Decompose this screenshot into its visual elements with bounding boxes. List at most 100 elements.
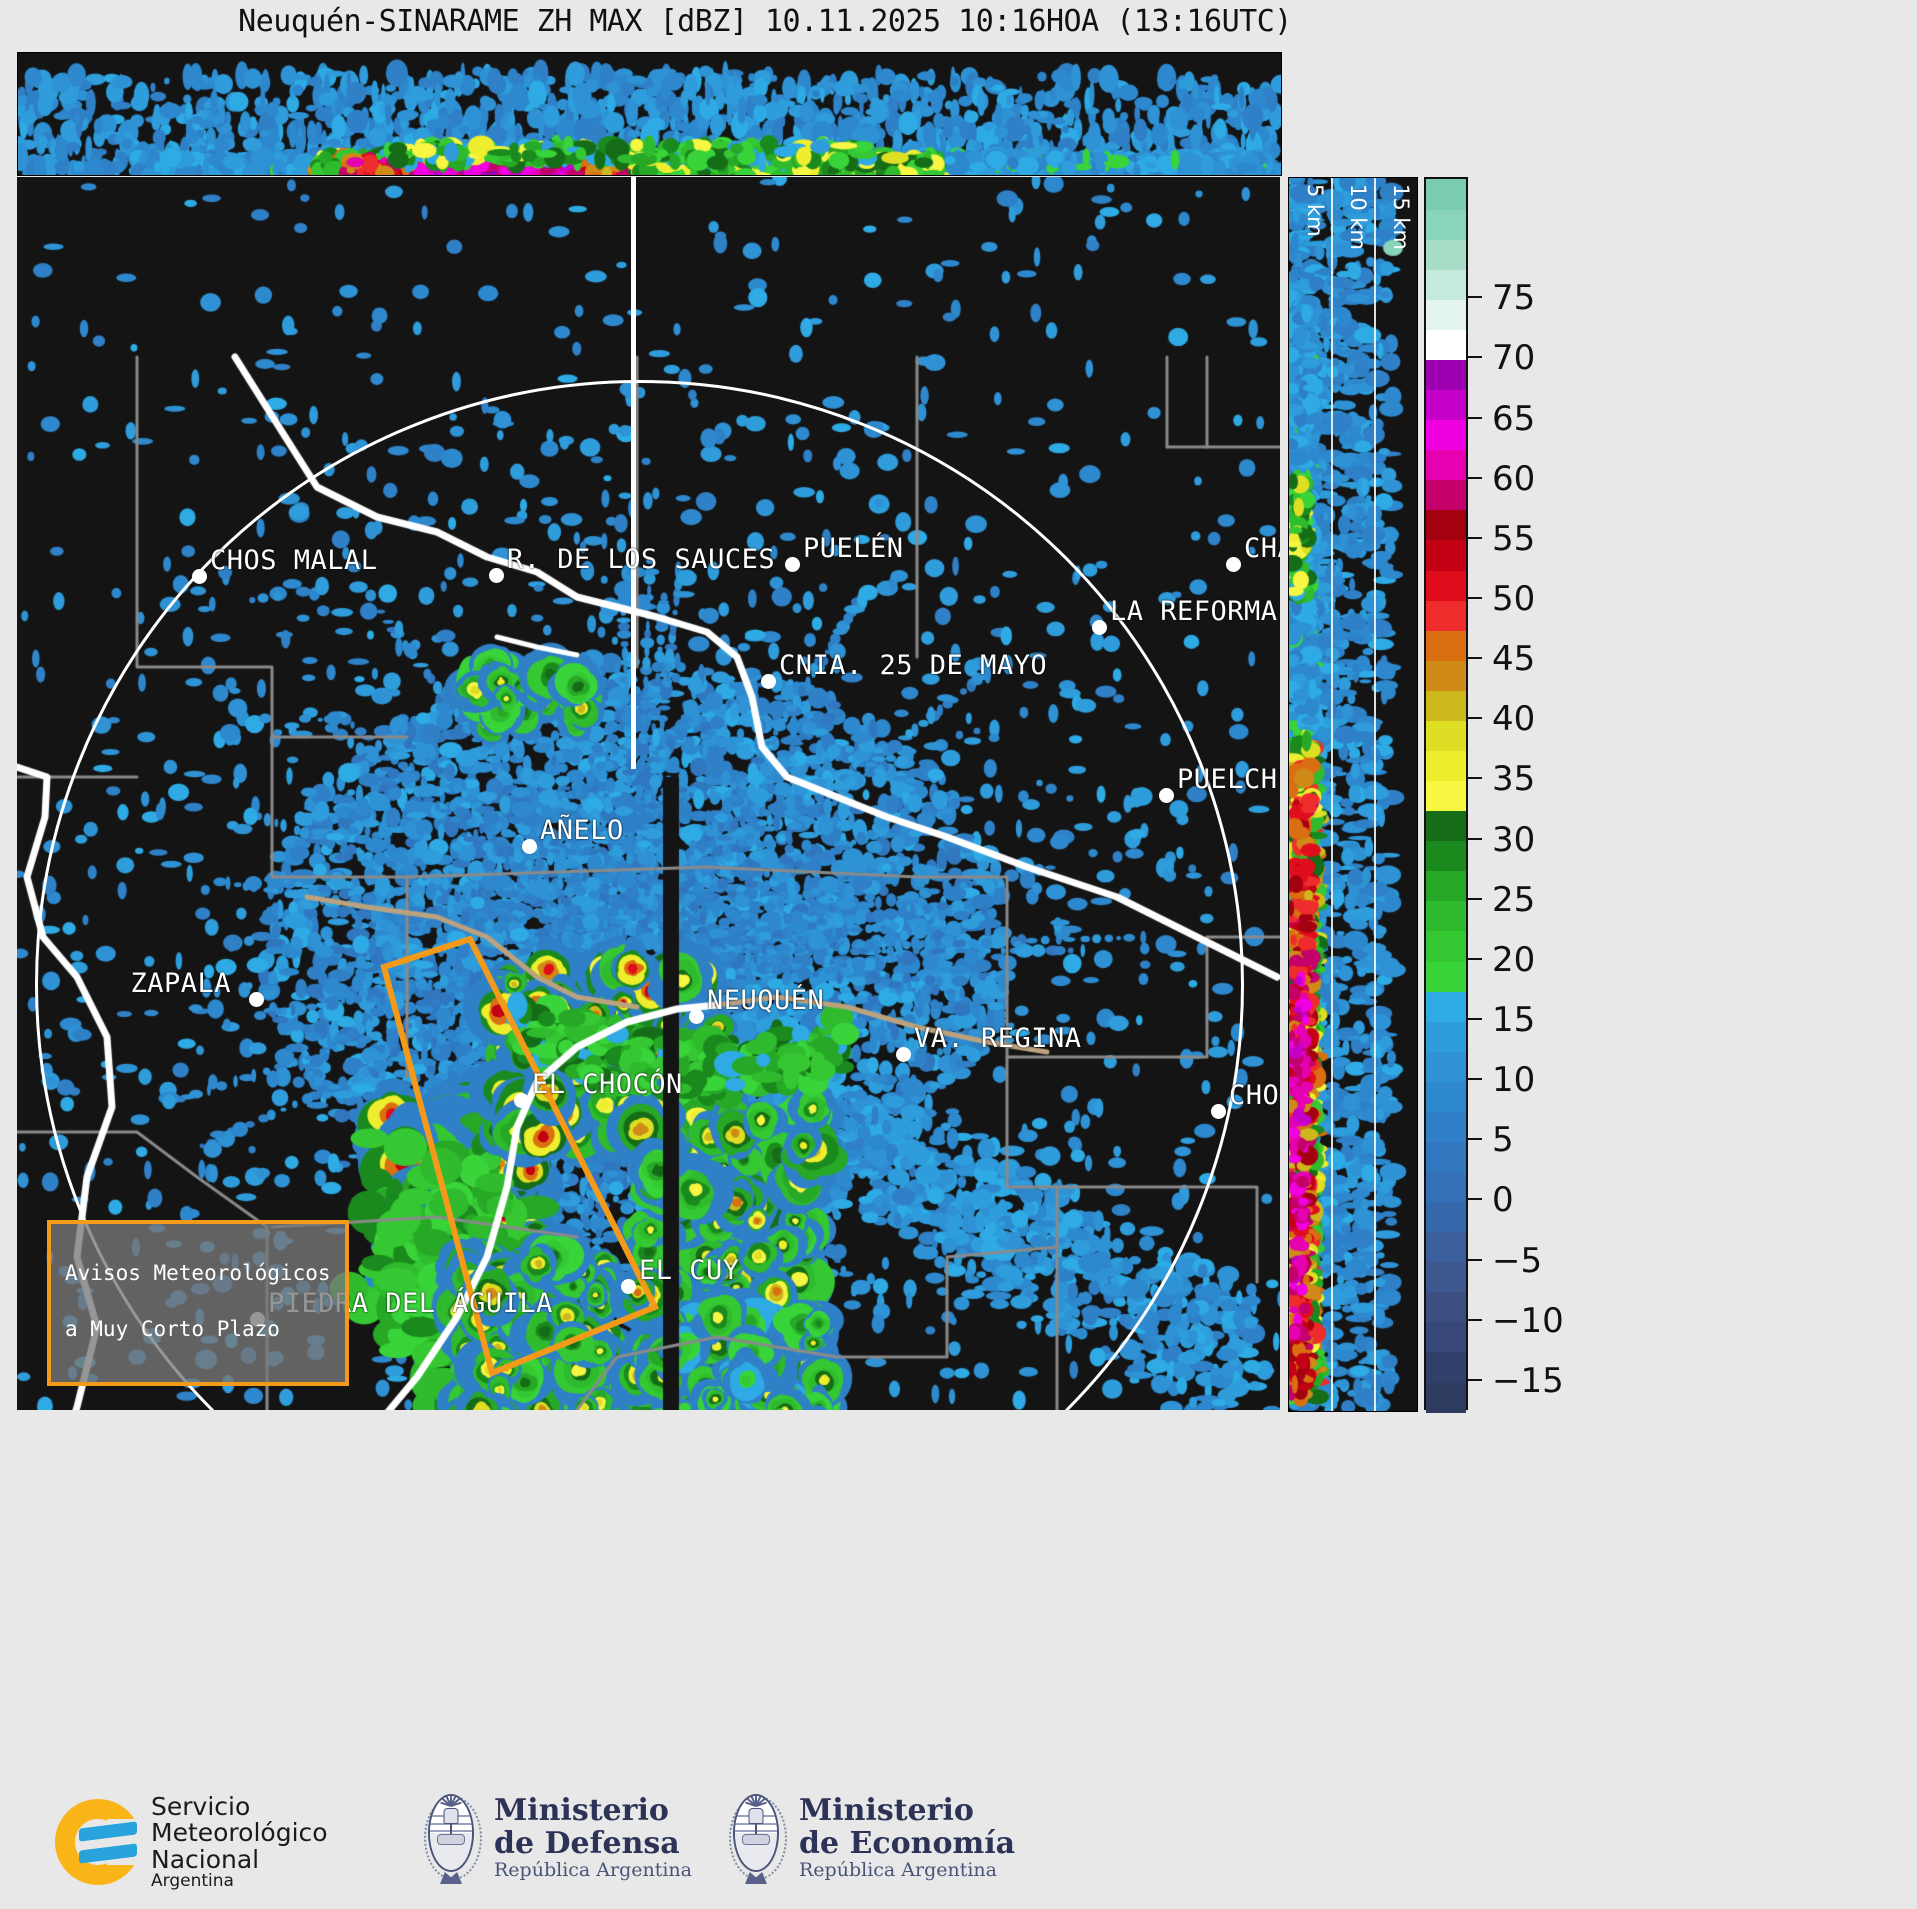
colorbar-tick-label: 25 [1492,879,1536,920]
city-dot [514,1093,529,1108]
colorbar-tick-label: 55 [1492,518,1536,559]
height-gridline-10km-v [1374,178,1376,1411]
colorbar-segment [1426,389,1466,421]
smn-line4: Argentina [151,1870,234,1891]
colorbar-tick-label: 15 [1492,1000,1536,1041]
colorbar-segment [1426,479,1466,511]
colorbar-segment [1426,900,1466,932]
smn-line2: Meteorológico [151,1818,328,1848]
argentina-coat-of-arms-icon [420,1792,482,1884]
city-dot [1211,1104,1226,1119]
colorbar-segment [1426,1261,1466,1293]
smn-line3: Nacional [151,1844,260,1874]
city-dot [522,839,537,854]
colorbar-tick-mark [1468,1138,1482,1141]
colorbar-segment [1426,840,1466,872]
city-label: CHOELE [1229,1080,1280,1111]
colorbar-segment [1426,539,1466,571]
colorbar-segment [1426,179,1466,210]
colorbar-segment [1426,750,1466,782]
colorbar-tick-label: 10 [1492,1060,1536,1101]
colorbar-tick-mark [1468,1318,1482,1321]
city-dot [621,1279,636,1294]
height-label-5km-v: 5 km [1303,184,1327,237]
colorbar-segment [1426,1051,1466,1082]
colorbar-segment [1426,1351,1466,1383]
logo-smn: Servicio Meteorológico Nacional Argentin… [55,1793,328,1891]
colorbar-tick-label: −5 [1492,1240,1543,1281]
colorbar-segment [1426,1171,1466,1203]
page-title: Neuquén-SINARAME ZH MAX [dBZ] 10.11.2025… [238,4,1292,39]
colorbar-tick-mark [1468,296,1482,299]
footer-logos: Servicio Meteorológico Nacional Argentin… [0,1770,1530,1909]
colorbar-segment [1426,630,1466,661]
city-dot [489,568,504,583]
colorbar-tick-label: 5 [1492,1120,1514,1161]
colorbar-tick-mark [1468,1378,1482,1381]
colorbar-tick-mark [1468,717,1482,720]
colorbar-segment [1426,1321,1466,1353]
colorbar-tick-mark [1468,897,1482,900]
colorbar-segment [1426,329,1466,361]
east-west-cross-section-panel: 15 km 10 km 5 km [17,52,1282,176]
colorbar-segment [1426,810,1466,842]
city-dot [785,557,800,572]
city-dot [192,569,207,584]
colorbar-segment [1426,449,1466,481]
city-dot [249,992,264,1007]
colorbar-segment [1426,509,1466,541]
colorbar-segment [1426,990,1466,1022]
colorbar-segment [1426,299,1466,330]
smn-logo-icon [55,1799,143,1886]
city-dot [689,1009,704,1024]
argentina-coat-of-arms-icon [725,1792,787,1884]
colorbar-segment [1426,569,1466,601]
colorbar-tick-mark [1468,416,1482,419]
city-label: CHACH [1244,533,1280,564]
height-label-10km-v: 10 km [1346,184,1370,251]
city-label: VA. REGINA [914,1023,1082,1054]
colorbar-segment [1426,780,1466,812]
defensa-line3: República Argentina [494,1859,692,1882]
city-label: AÑELO [540,815,624,846]
colorbar-ticks: 75 70 65 60 55 50 45 40 35 30 25 20 15 10 5 0 −5 −10 −15 [1468,177,1618,1410]
radar-map-panel[interactable]: CHOS MALAL R. DE LOS SAUCES PUELÉN CHACH LA … [17,177,1280,1410]
colorbar-segment [1426,660,1466,691]
warning-legend-line2: a Muy Corto Plazo [65,1317,280,1342]
city-dot [1226,557,1241,572]
economia-line3: República Argentina [799,1859,997,1882]
colorbar-tick-mark [1468,837,1482,840]
colorbar-segment [1426,359,1466,391]
economia-line2: de Economía [799,1825,1016,1861]
city-label: ZAPALA [130,968,231,999]
city-dot [761,674,776,689]
warning-legend-box: Avisos Meteorológicos a Muy Corto Plazo [47,1220,349,1386]
colorbar-segment [1426,1141,1466,1172]
colorbar-tick-label: 60 [1492,458,1536,499]
city-dot [896,1047,911,1062]
colorbar-segment [1426,960,1466,992]
city-label: EL CHOCÓN [532,1069,683,1100]
city-label: CNIA. 25 DE MAYO [779,650,1048,681]
height-label-15km-v: 15 km [1389,184,1413,251]
colorbar-tick-label: 0 [1492,1180,1514,1221]
colorbar-tick-label: 45 [1492,639,1536,680]
colorbar-tick-label: 30 [1492,819,1536,860]
colorbar-segment [1426,239,1466,270]
economia-line1: Ministerio [799,1793,974,1829]
colorbar-segment [1426,1111,1466,1142]
colorbar-tick-label: 75 [1492,278,1536,319]
warning-legend-line1: Avisos Meteorológicos [65,1261,331,1286]
logo-ministerio-defensa: Ministerio de Defensa República Argentin… [420,1792,692,1884]
colorbar-segment [1426,1381,1466,1413]
city-label: NEUQUÉN [707,985,825,1016]
colorbar-tick-mark [1468,1018,1482,1021]
cross-section-top-echoes [18,53,1281,175]
city-dot [1159,788,1174,803]
colorbar-segment [1426,720,1466,751]
city-label: R. DE LOS SAUCES [507,544,776,575]
colorbar-tick-mark [1468,1198,1482,1201]
colorbar-tick-mark [1468,597,1482,600]
colorbar-tick-mark [1468,476,1482,479]
city-dot [1092,620,1107,635]
